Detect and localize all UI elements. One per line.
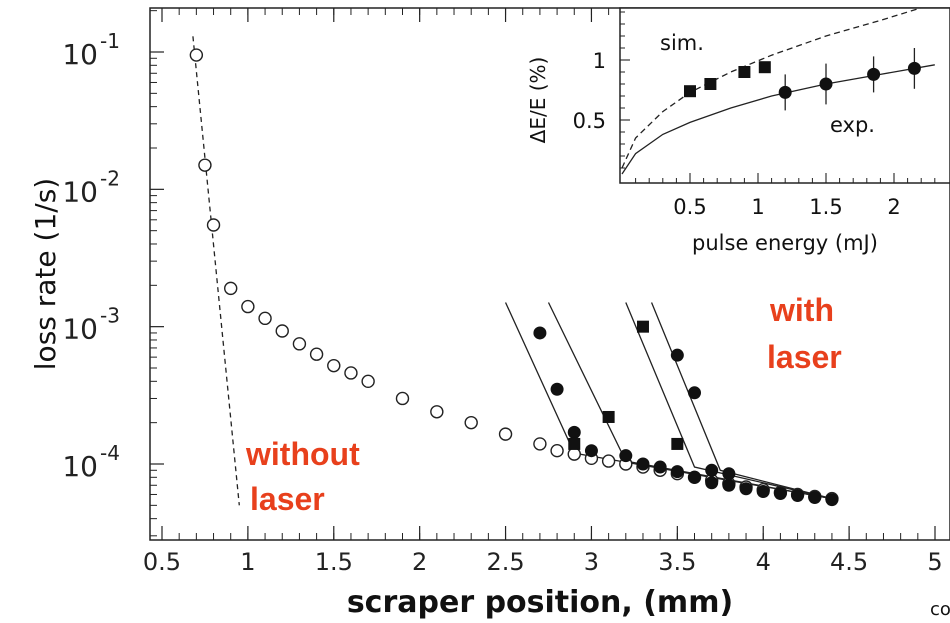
data-point-open-circle xyxy=(241,299,255,314)
inset-y-tick-label: 1 xyxy=(593,49,606,73)
data-point-filled-circle xyxy=(808,491,822,505)
data-point-open-circle xyxy=(309,347,324,361)
data-point-open-circle xyxy=(550,443,564,458)
data-point-filled-circle xyxy=(688,386,702,400)
data-point-filled-circle xyxy=(722,478,736,492)
inset-y-axis-title: ΔE/E (%) xyxy=(526,57,550,144)
inset-x-tick-label: 1 xyxy=(751,195,764,219)
data-point-filled-square xyxy=(671,437,684,450)
data-point-open-circle xyxy=(206,218,221,232)
data-point-open-circle xyxy=(601,454,616,468)
annotation-with-laser-line2: laser xyxy=(767,339,842,375)
data-point-filled-circle xyxy=(567,425,581,439)
fit-line-3 xyxy=(625,302,833,500)
data-point-filled-circle xyxy=(773,486,787,500)
fit-line-0 xyxy=(192,36,240,506)
data-point-filled-circle xyxy=(584,444,598,458)
data-point-filled-circle xyxy=(722,467,736,481)
inset-x-axis-title: pulse energy (mJ) xyxy=(692,231,878,255)
x-tick-label: 0.5 xyxy=(143,548,181,576)
annotation-without-laser-line1: without xyxy=(245,436,360,472)
data-point-filled-circle xyxy=(533,326,547,340)
corner-text: co xyxy=(930,599,950,620)
main-data-marks xyxy=(189,48,839,507)
inset-annotation-exp: exp. xyxy=(830,113,875,137)
main-axes: 0.5 1 1.5 2 2.5 3 3.5 4 4.5 510-110-210-310-4 xyxy=(62,8,943,576)
data-point-filled-circle xyxy=(619,449,633,463)
data-point-filled-circle xyxy=(550,382,564,396)
x-tick-label: 3.5 xyxy=(658,548,696,576)
data-point-open-circle xyxy=(533,437,547,451)
inset-data-point-square xyxy=(738,66,751,78)
inset-data-point-circle xyxy=(778,85,792,99)
data-point-open-circle xyxy=(292,337,307,351)
y-tick-label-exponent: -4 xyxy=(100,441,120,465)
inset-data-point-circle xyxy=(907,61,921,75)
data-point-filled-circle xyxy=(739,482,753,496)
data-point-open-circle xyxy=(258,311,272,326)
data-point-open-circle xyxy=(395,391,410,406)
data-point-filled-circle xyxy=(636,457,650,471)
y-tick-label-exponent: -1 xyxy=(100,29,120,53)
inset-data-point-circle xyxy=(819,77,833,91)
data-point-filled-circle xyxy=(653,460,667,474)
inset-data-point-square xyxy=(684,85,696,98)
x-tick-label: 4 xyxy=(756,548,771,576)
y-tick-label-base: 10 xyxy=(62,450,98,483)
inset-data-point-circle xyxy=(867,67,881,81)
inset-axes: 0.5 1 1.5 2 0.5 1 xyxy=(573,11,936,219)
data-point-open-circle xyxy=(464,415,478,430)
inset-x-tick-label: 2 xyxy=(887,195,900,219)
data-point-open-circle xyxy=(361,374,375,389)
inset-fit-line-1 xyxy=(621,64,935,175)
inset-x-tick-label: 0.5 xyxy=(673,195,706,219)
y-axis-title: loss rate (1/s) xyxy=(29,178,62,370)
data-point-filled-circle xyxy=(670,465,684,479)
data-point-filled-circle xyxy=(791,488,805,502)
data-point-open-circle xyxy=(275,324,289,338)
x-tick-label: 2 xyxy=(412,548,427,576)
data-point-filled-circle xyxy=(825,493,839,507)
inset-fit-line-0 xyxy=(621,8,923,169)
fit-line-2 xyxy=(547,302,833,500)
data-point-filled-circle xyxy=(670,348,684,362)
inset-data-point-square xyxy=(704,78,717,90)
data-point-filled-square xyxy=(568,437,581,450)
data-point-filled-circle xyxy=(705,476,719,490)
data-point-open-circle xyxy=(430,405,444,419)
inset-fit-lines xyxy=(621,8,935,175)
y-tick-label-exponent: -2 xyxy=(100,166,120,190)
inset-data-marks xyxy=(684,48,921,111)
y-tick-label-base: 10 xyxy=(62,38,98,71)
y-tick-label-base: 10 xyxy=(62,313,98,346)
y-tick-label-exponent: -3 xyxy=(100,304,120,328)
x-tick-label: 2.5 xyxy=(486,548,524,576)
x-tick-label: 5 xyxy=(927,548,942,576)
data-point-filled-circle xyxy=(688,470,702,484)
data-point-open-circle xyxy=(327,358,341,373)
x-tick-label: 4.5 xyxy=(830,548,868,576)
inset-data-point-square xyxy=(758,61,771,74)
data-point-open-circle xyxy=(189,48,204,62)
inset-y-tick-label: 0.5 xyxy=(573,109,606,133)
main-plot-frame xyxy=(149,7,950,541)
data-point-filled-square xyxy=(602,410,615,423)
data-point-filled-square xyxy=(636,320,649,333)
y-tick-label-base: 10 xyxy=(62,175,98,208)
data-point-filled-circle xyxy=(756,485,770,499)
x-tick-label: 1 xyxy=(240,548,255,576)
annotation-with-laser-line1: with xyxy=(769,292,834,328)
data-point-open-circle xyxy=(198,158,212,172)
data-point-filled-circle xyxy=(705,463,719,477)
x-axis-title: scraper position, (mm) xyxy=(347,585,733,620)
inset-annotation-sim: sim. xyxy=(660,31,704,55)
inset-x-tick-label: 1.5 xyxy=(809,195,842,219)
annotation-without-laser-line2: laser xyxy=(250,481,325,517)
data-point-open-circle xyxy=(498,427,513,441)
x-tick-label: 1.5 xyxy=(315,548,353,576)
x-tick-label: 3 xyxy=(584,548,599,576)
data-point-open-circle xyxy=(344,366,358,380)
data-point-open-circle xyxy=(224,281,238,296)
